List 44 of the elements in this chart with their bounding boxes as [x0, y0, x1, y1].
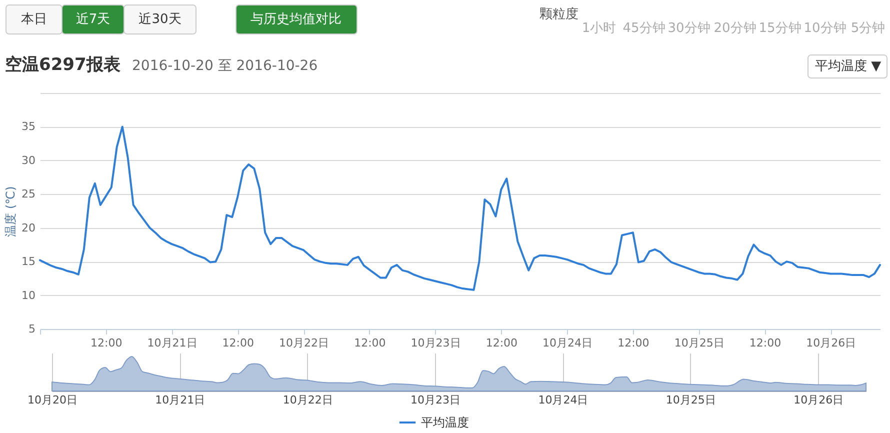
chart-subtitle: 2016-10-20 至 2016-10-26	[132, 58, 318, 74]
y-tick-label: 30	[22, 154, 36, 167]
y-axis-title: 温度 (℃)	[4, 186, 18, 237]
x-tick-label: 12:00	[222, 336, 254, 350]
x-tick-label: 10月22日	[282, 394, 333, 406]
text: 20分钟	[714, 21, 756, 36]
y-tick-label: 35	[22, 120, 36, 134]
x-tick-label: 10月21日	[155, 394, 206, 406]
x-tick-label: 10月23日	[410, 394, 461, 406]
y-tick-label: 5	[28, 322, 36, 336]
x-tick-label: 10月25日	[666, 394, 716, 406]
x-tick-label: 10月20日	[28, 394, 78, 406]
y-tick-label: 20	[22, 221, 36, 234]
x-tick-label: 10月24日	[542, 336, 593, 350]
x-tick-label: 12:00	[486, 336, 518, 350]
x-tick-label: 10月24日	[538, 394, 588, 406]
x-tick-label: 12:00	[90, 336, 122, 350]
text: 1小时	[582, 21, 616, 36]
text: 15分钟	[758, 21, 802, 36]
x-tick-label: 12:00	[749, 336, 782, 350]
text: 5分钟	[850, 21, 886, 36]
x-tick-label: 10月23日	[410, 336, 461, 350]
chart-title: 空温6297报表	[5, 55, 122, 75]
x-tick-label: 12:00	[354, 336, 386, 350]
y-tick-label: 25	[22, 188, 36, 201]
x-tick-label: 10月21日	[147, 336, 198, 350]
text: 45分钟	[622, 21, 666, 36]
y-tick-label: 10	[22, 288, 36, 302]
x-tick-label: 10月25日	[674, 336, 724, 350]
text: 10分钟	[804, 21, 846, 36]
x-tick-label: 12:00	[618, 336, 650, 350]
x-tick-label: 10月26日	[806, 336, 856, 350]
x-tick-label: 10月26日	[794, 394, 844, 406]
text: 本日	[21, 12, 47, 27]
text: 近30天	[138, 12, 182, 27]
y-tick-label: 15	[22, 255, 36, 268]
text: 近7天	[76, 12, 110, 27]
text: 平均温度 ▼	[815, 58, 882, 74]
x-tick-label: 10月22日	[279, 336, 330, 350]
text: 颗粒度	[540, 6, 578, 22]
text: 与历史均值对比	[250, 12, 342, 27]
line-series	[39, 126, 881, 291]
legend-label: 平均温度	[421, 416, 469, 430]
text: 30分钟	[668, 21, 710, 36]
